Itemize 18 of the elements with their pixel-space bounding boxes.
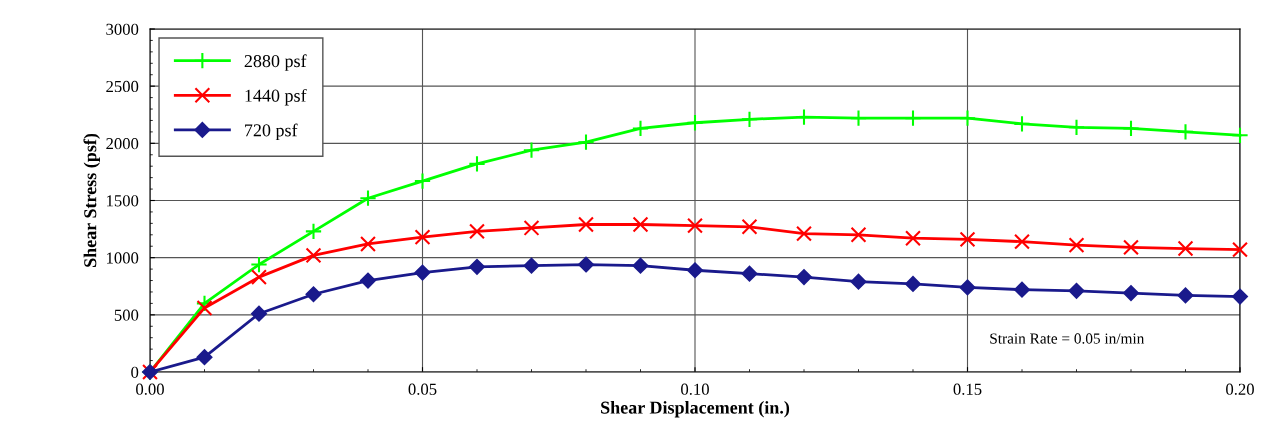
y-tick-label: 1500 [107,195,139,207]
y-axis-title: Shear Stress (psf) [83,133,100,267]
legend-label: 2880 psf [244,54,307,71]
x-tick-label: 0.00 [136,383,164,395]
x-tick-label: 0.10 [681,383,709,395]
x-tick-label: 0.15 [953,383,982,395]
y-tick-label: 1000 [107,252,139,264]
y-tick-label: 0 [131,366,139,378]
legend-label: 720 psf [245,123,298,141]
x-axis-title: Shear Displacement (in.) [601,401,790,418]
x-tick-label: 0.05 [408,383,437,395]
y-tick-label: 2500 [106,80,139,93]
y-tick-label: 3000 [106,23,139,35]
y-tick-label: 2000 [106,138,139,150]
annotation: Strain Rate = 0.05 in/min [990,333,1145,344]
legend-label: 1440 psf [245,88,307,106]
x-tick-label: 0.20 [1226,383,1254,395]
y-tick-label: 500 [114,309,139,321]
